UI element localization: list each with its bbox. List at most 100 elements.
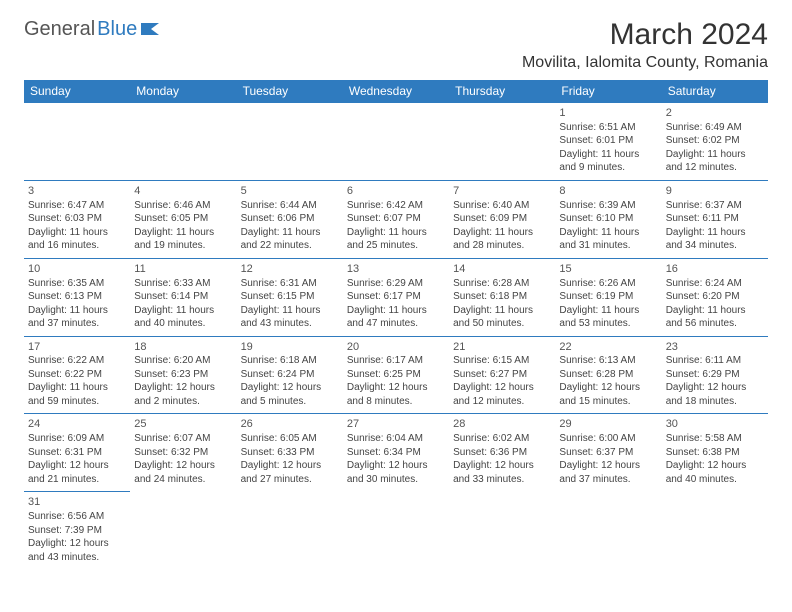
cell-text: Daylight: 12 hours: [453, 381, 551, 395]
cell-text: Sunset: 6:23 PM: [134, 368, 232, 382]
cell-text: and 40 minutes.: [666, 473, 764, 487]
cell-text: Daylight: 11 hours: [453, 226, 551, 240]
cell-text: Sunrise: 6:37 AM: [666, 199, 764, 213]
cell-text: Daylight: 11 hours: [134, 226, 232, 240]
calendar-cell: [343, 103, 449, 181]
day-number: 27: [347, 417, 445, 432]
cell-text: Daylight: 11 hours: [666, 148, 764, 162]
calendar-cell: 5Sunrise: 6:44 AMSunset: 6:06 PMDaylight…: [237, 180, 343, 258]
cell-text: Sunrise: 6:51 AM: [559, 121, 657, 135]
day-header: Wednesday: [343, 80, 449, 103]
calendar-header-row: SundayMondayTuesdayWednesdayThursdayFrid…: [24, 80, 768, 103]
cell-text: Sunrise: 6:42 AM: [347, 199, 445, 213]
cell-text: Daylight: 11 hours: [666, 304, 764, 318]
month-title: March 2024: [522, 18, 768, 52]
day-number: 22: [559, 340, 657, 355]
cell-text: Sunrise: 6:26 AM: [559, 277, 657, 291]
day-number: 12: [241, 262, 339, 277]
day-number: 8: [559, 184, 657, 199]
cell-text: Daylight: 12 hours: [666, 381, 764, 395]
day-number: 26: [241, 417, 339, 432]
calendar-cell: 26Sunrise: 6:05 AMSunset: 6:33 PMDayligh…: [237, 414, 343, 492]
calendar-cell: 21Sunrise: 6:15 AMSunset: 6:27 PMDayligh…: [449, 336, 555, 414]
cell-text: Sunrise: 6:20 AM: [134, 354, 232, 368]
calendar-cell: 11Sunrise: 6:33 AMSunset: 6:14 PMDayligh…: [130, 258, 236, 336]
cell-text: and 27 minutes.: [241, 473, 339, 487]
day-number: 7: [453, 184, 551, 199]
calendar-cell: 28Sunrise: 6:02 AMSunset: 6:36 PMDayligh…: [449, 414, 555, 492]
cell-text: Sunset: 6:32 PM: [134, 446, 232, 460]
cell-text: Daylight: 12 hours: [559, 381, 657, 395]
cell-text: and 12 minutes.: [666, 161, 764, 175]
calendar-cell: 8Sunrise: 6:39 AMSunset: 6:10 PMDaylight…: [555, 180, 661, 258]
cell-text: Sunrise: 6:46 AM: [134, 199, 232, 213]
cell-text: Sunset: 6:10 PM: [559, 212, 657, 226]
cell-text: Daylight: 12 hours: [134, 459, 232, 473]
cell-text: Sunset: 6:01 PM: [559, 134, 657, 148]
cell-text: and 53 minutes.: [559, 317, 657, 331]
cell-text: and 19 minutes.: [134, 239, 232, 253]
cell-text: and 56 minutes.: [666, 317, 764, 331]
calendar-cell: 29Sunrise: 6:00 AMSunset: 6:37 PMDayligh…: [555, 414, 661, 492]
calendar-cell: 30Sunrise: 5:58 AMSunset: 6:38 PMDayligh…: [662, 414, 768, 492]
cell-text: and 43 minutes.: [241, 317, 339, 331]
cell-text: and 15 minutes.: [559, 395, 657, 409]
cell-text: Sunset: 6:17 PM: [347, 290, 445, 304]
calendar-cell: [662, 492, 768, 569]
logo-flag-icon: [141, 21, 163, 35]
cell-text: Sunset: 6:20 PM: [666, 290, 764, 304]
day-number: 1: [559, 106, 657, 121]
calendar-cell: 7Sunrise: 6:40 AMSunset: 6:09 PMDaylight…: [449, 180, 555, 258]
cell-text: Sunrise: 6:40 AM: [453, 199, 551, 213]
cell-text: Sunset: 6:27 PM: [453, 368, 551, 382]
cell-text: and 37 minutes.: [559, 473, 657, 487]
cell-text: Sunset: 6:11 PM: [666, 212, 764, 226]
cell-text: Sunrise: 6:24 AM: [666, 277, 764, 291]
calendar-cell: [237, 492, 343, 569]
calendar-cell: 18Sunrise: 6:20 AMSunset: 6:23 PMDayligh…: [130, 336, 236, 414]
day-header: Tuesday: [237, 80, 343, 103]
cell-text: Daylight: 11 hours: [347, 304, 445, 318]
calendar-cell: [130, 103, 236, 181]
cell-text: and 43 minutes.: [28, 551, 126, 565]
cell-text: Sunset: 7:39 PM: [28, 524, 126, 538]
calendar-cell: 17Sunrise: 6:22 AMSunset: 6:22 PMDayligh…: [24, 336, 130, 414]
calendar-cell: 20Sunrise: 6:17 AMSunset: 6:25 PMDayligh…: [343, 336, 449, 414]
calendar-cell: [343, 492, 449, 569]
cell-text: Sunrise: 6:22 AM: [28, 354, 126, 368]
cell-text: Sunrise: 6:07 AM: [134, 432, 232, 446]
cell-text: Sunset: 6:19 PM: [559, 290, 657, 304]
cell-text: Daylight: 11 hours: [241, 226, 339, 240]
calendar-cell: 12Sunrise: 6:31 AMSunset: 6:15 PMDayligh…: [237, 258, 343, 336]
cell-text: Sunrise: 6:47 AM: [28, 199, 126, 213]
day-header: Thursday: [449, 80, 555, 103]
cell-text: Sunset: 6:33 PM: [241, 446, 339, 460]
calendar-cell: 4Sunrise: 6:46 AMSunset: 6:05 PMDaylight…: [130, 180, 236, 258]
day-number: 20: [347, 340, 445, 355]
calendar-week: 1Sunrise: 6:51 AMSunset: 6:01 PM Daylight…: [24, 103, 768, 181]
cell-text: Daylight: 12 hours: [28, 537, 126, 551]
cell-text: Sunset: 6:05 PM: [134, 212, 232, 226]
cell-text: Sunrise: 6:49 AM: [666, 121, 764, 135]
cell-text: and 37 minutes.: [28, 317, 126, 331]
cell-text: Sunset: 6:15 PM: [241, 290, 339, 304]
cell-text: Sunset: 6:03 PM: [28, 212, 126, 226]
cell-text: Sunrise: 6:09 AM: [28, 432, 126, 446]
cell-text: Sunset: 6:34 PM: [347, 446, 445, 460]
day-header: Monday: [130, 80, 236, 103]
day-number: 31: [28, 495, 126, 510]
day-number: 28: [453, 417, 551, 432]
calendar-cell: 16Sunrise: 6:24 AMSunset: 6:20 PMDayligh…: [662, 258, 768, 336]
day-number: 5: [241, 184, 339, 199]
logo-text-general: General: [24, 18, 95, 41]
cell-text: Sunset: 6:25 PM: [347, 368, 445, 382]
cell-text: Sunset: 6:09 PM: [453, 212, 551, 226]
location: Movilita, Ialomita County, Romania: [522, 54, 768, 72]
cell-text: Sunrise: 6:44 AM: [241, 199, 339, 213]
cell-text: Sunset: 6:14 PM: [134, 290, 232, 304]
day-number: 14: [453, 262, 551, 277]
calendar-cell: [237, 103, 343, 181]
day-header: Sunday: [24, 80, 130, 103]
cell-text: and 9 minutes.: [559, 161, 657, 175]
cell-text: Sunset: 6:24 PM: [241, 368, 339, 382]
